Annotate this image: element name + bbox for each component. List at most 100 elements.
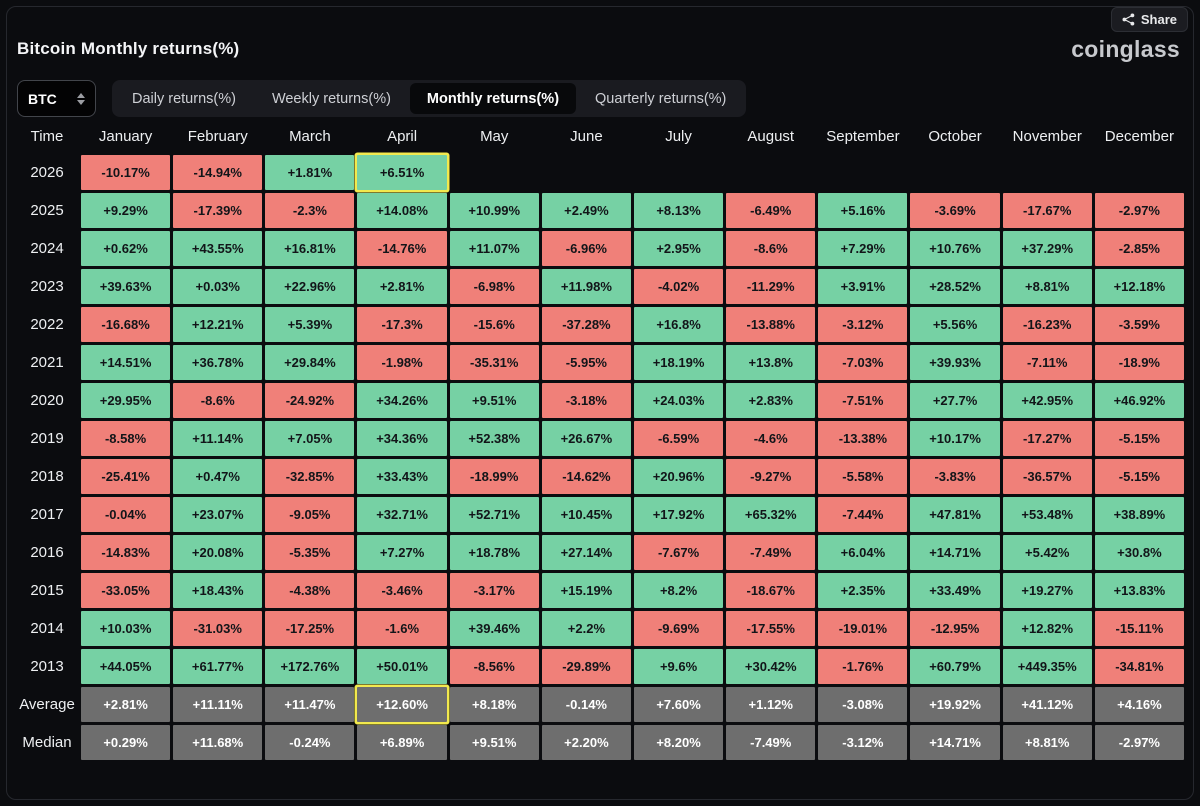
return-cell-2023-september: +3.91% — [818, 269, 908, 304]
return-cell-2016-march: -5.35% — [265, 535, 355, 570]
return-cell-2021-october: +39.93% — [910, 345, 1000, 380]
return-cell-2023-april: +2.81% — [357, 269, 447, 304]
return-cell-2026-march: +1.81% — [265, 155, 355, 190]
return-cell-2025-november: -17.67% — [1002, 193, 1092, 228]
return-cell-2020-july: +24.03% — [633, 383, 724, 418]
return-cell-2015-april: -3.46% — [357, 573, 447, 608]
return-cell-2023-january: +39.63% — [81, 269, 171, 304]
col-header-time: Time — [30, 128, 64, 145]
return-cell-2019-june: +26.67% — [541, 421, 631, 456]
symbol-select[interactable]: BTC — [17, 80, 96, 117]
return-cell-2022-june: -37.28% — [541, 307, 631, 342]
return-cell-2022-july: +16.8% — [633, 307, 724, 342]
return-cell-average-may: +8.18% — [449, 687, 539, 722]
return-cell-2026-may — [450, 155, 539, 190]
return-cell-median-may: +9.51% — [449, 725, 539, 760]
row-label-2014: 2014 — [30, 620, 64, 637]
return-cell-2026-april: +6.51% — [357, 155, 447, 190]
return-cell-2018-october: -3.83% — [910, 459, 1000, 494]
return-cell-2024-february: +43.55% — [173, 231, 263, 266]
return-cell-2026-january: -10.17% — [81, 155, 171, 190]
return-cell-median-november: +8.81% — [1002, 725, 1092, 760]
return-cell-2013-july: +9.6% — [633, 649, 724, 684]
return-cell-2025-june: +2.49% — [541, 193, 631, 228]
return-cell-2026-june — [542, 155, 631, 190]
row-label-2017: 2017 — [30, 506, 64, 523]
share-button[interactable]: Share — [1110, 7, 1188, 32]
col-header-december: December — [1104, 128, 1174, 145]
tab-quarterly-returns[interactable]: Quarterly returns(%) — [578, 83, 743, 114]
return-cell-2014-january: +10.03% — [81, 611, 171, 646]
return-cell-2015-october: +33.49% — [910, 573, 1000, 608]
return-cell-2024-september: +7.29% — [818, 231, 908, 266]
row-label-2026: 2026 — [30, 164, 64, 181]
tab-weekly-returns[interactable]: Weekly returns(%) — [255, 83, 408, 114]
col-header-june: June — [570, 128, 603, 145]
return-cell-2025-february: -17.39% — [173, 193, 263, 228]
return-cell-2013-may: -8.56% — [449, 649, 539, 684]
return-cell-2024-november: +37.29% — [1002, 231, 1092, 266]
return-cell-2013-march: +172.76% — [265, 649, 355, 684]
return-cell-2019-april: +34.36% — [357, 421, 447, 456]
return-cell-2021-april: -1.98% — [357, 345, 447, 380]
return-cell-2020-november: +42.95% — [1002, 383, 1092, 418]
return-cell-2017-december: +38.89% — [1094, 497, 1184, 532]
page-title: Bitcoin Monthly returns(%) — [17, 39, 240, 58]
tab-monthly-returns[interactable]: Monthly returns(%) — [409, 83, 577, 114]
return-cell-2020-april: +34.26% — [357, 383, 447, 418]
return-cell-median-october: +14.71% — [910, 725, 1000, 760]
return-cell-2021-january: +14.51% — [81, 345, 171, 380]
return-cell-2013-june: -29.89% — [541, 649, 631, 684]
return-cell-2014-april: -1.6% — [357, 611, 447, 646]
col-header-july: July — [665, 128, 692, 145]
return-cell-2020-august: +2.83% — [726, 383, 816, 418]
return-cell-2021-november: -7.11% — [1002, 345, 1092, 380]
return-cell-2023-may: -6.98% — [449, 269, 539, 304]
return-cell-2018-august: -9.27% — [726, 459, 816, 494]
return-cell-2017-october: +47.81% — [910, 497, 1000, 532]
row-label-2021: 2021 — [30, 354, 64, 371]
return-cell-2025-january: +9.29% — [81, 193, 171, 228]
return-cell-2019-january: -8.58% — [81, 421, 171, 456]
return-cell-2022-december: -3.59% — [1094, 307, 1184, 342]
return-cell-2017-march: -9.05% — [265, 497, 355, 532]
return-cell-2024-january: +0.62% — [81, 231, 171, 266]
return-cell-2025-may: +10.99% — [449, 193, 539, 228]
return-cell-2015-september: +2.35% — [818, 573, 908, 608]
return-cell-2026-july — [634, 155, 723, 190]
share-label: Share — [1140, 12, 1177, 27]
return-cell-average-june: -0.14% — [541, 687, 631, 722]
row-label-2023: 2023 — [30, 278, 64, 295]
return-cell-2023-november: +8.81% — [1002, 269, 1092, 304]
return-cell-2017-july: +17.92% — [633, 497, 724, 532]
return-cell-2024-april: -14.76% — [357, 231, 447, 266]
return-cell-2013-february: +61.77% — [173, 649, 263, 684]
return-cell-2020-january: +29.95% — [81, 383, 171, 418]
return-cell-2025-august: -6.49% — [726, 193, 816, 228]
controls-bar: BTC Daily returns(%) Weekly returns(%) Mon… — [17, 80, 747, 117]
return-cell-2019-july: -6.59% — [633, 421, 724, 456]
return-cell-2022-january: -16.68% — [81, 307, 171, 342]
return-cell-2014-july: -9.69% — [633, 611, 724, 646]
return-cell-median-december: -2.97% — [1094, 725, 1184, 760]
tab-daily-returns[interactable]: Daily returns(%) — [115, 83, 253, 114]
return-cell-2020-october: +27.7% — [910, 383, 1000, 418]
return-cell-2024-june: -6.96% — [541, 231, 631, 266]
col-header-may: May — [480, 128, 509, 145]
return-cell-2023-october: +28.52% — [910, 269, 1000, 304]
return-cell-median-july: +8.20% — [633, 725, 724, 760]
row-label-median: Median — [22, 734, 72, 751]
row-label-2019: 2019 — [30, 430, 64, 447]
return-cell-2016-november: +5.42% — [1002, 535, 1092, 570]
return-cell-2018-march: -32.85% — [265, 459, 355, 494]
return-cell-2016-april: +7.27% — [357, 535, 447, 570]
return-cell-2026-august — [726, 155, 815, 190]
return-cell-2025-september: +5.16% — [818, 193, 908, 228]
col-header-september: September — [826, 128, 900, 145]
return-cell-2020-june: -3.18% — [541, 383, 631, 418]
return-cell-2014-august: -17.55% — [726, 611, 816, 646]
return-cell-2019-march: +7.05% — [265, 421, 355, 456]
return-cell-2018-september: -5.58% — [818, 459, 908, 494]
return-cell-2014-june: +2.2% — [541, 611, 631, 646]
return-cell-median-september: -3.12% — [818, 725, 908, 760]
